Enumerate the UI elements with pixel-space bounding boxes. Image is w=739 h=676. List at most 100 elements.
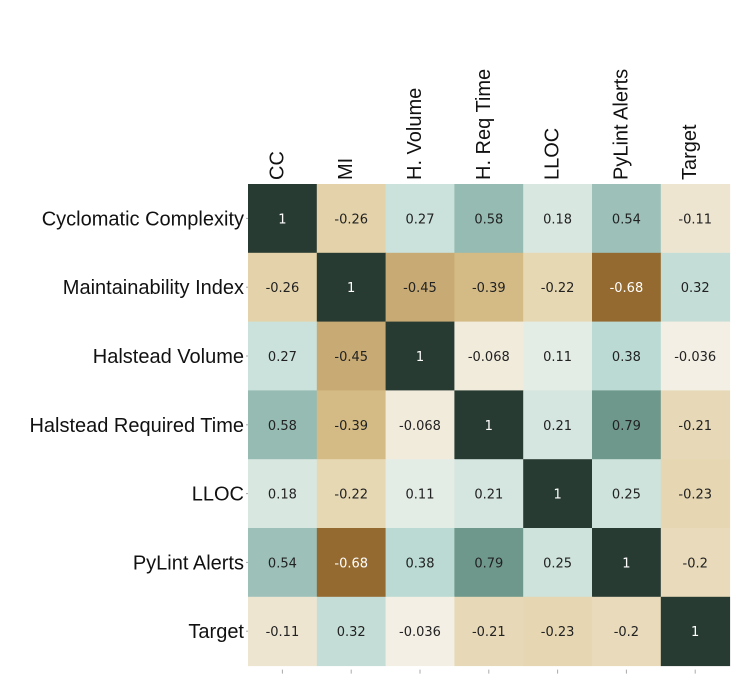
cell-value-label: -0.036 [674, 350, 716, 365]
cell-value-label: 0.32 [681, 281, 710, 296]
heatmap-cell [523, 184, 593, 254]
cell-value-label: 0.21 [474, 488, 503, 503]
heatmap-cell [454, 252, 524, 323]
cell-value-label: 1 [622, 556, 630, 571]
heatmap-cell [385, 459, 455, 529]
cell-value-label: 0.79 [612, 419, 641, 434]
cell-value-label: -0.39 [334, 419, 368, 434]
column-labels: CC MI H. Volume H. Req Time LLOC PyLint Alert… [266, 69, 701, 180]
cell-value-label: -0.39 [472, 281, 506, 296]
row-label: Cyclomatic Complexity [42, 208, 244, 230]
heatmap-cell [316, 390, 387, 460]
cell-value-label: 0.18 [268, 488, 297, 503]
heatmap-cell [523, 596, 593, 667]
column-label: CC [266, 151, 288, 180]
heatmap-cell [660, 390, 731, 460]
cell-value-label: 1 [278, 212, 286, 227]
cell-value-label: -0.22 [334, 488, 368, 503]
heatmap-cell [592, 390, 662, 460]
heatmap-cell [385, 596, 455, 667]
cell-value-label: -0.22 [541, 281, 575, 296]
cell-value-label: -0.11 [266, 625, 300, 640]
heatmap-cell [385, 184, 455, 254]
row-label: Halstead Volume [93, 346, 244, 368]
cell-value-label: 0.38 [612, 350, 641, 365]
heatmap-cell [316, 321, 387, 391]
cell-value-label: 0.32 [337, 625, 366, 640]
heatmap-cell [660, 528, 731, 598]
heatmap-cell [454, 321, 524, 391]
cell-value-label: 1 [691, 625, 699, 640]
heatmap-cell [248, 459, 318, 529]
cell-value-label: 0.21 [543, 419, 572, 434]
column-label: LLOC [542, 128, 564, 180]
column-label: H. Volume [404, 88, 426, 180]
cell-value-label: -0.26 [334, 212, 368, 227]
heatmap-cell [523, 390, 593, 460]
cell-value-label: 1 [416, 350, 424, 365]
cell-value-label: 1 [553, 488, 561, 503]
cell-value-label: -0.23 [678, 488, 712, 503]
row-label: Maintainability Index [63, 277, 244, 299]
cell-value-label: 0.54 [612, 212, 641, 227]
cell-value-label: 1 [347, 281, 355, 296]
row-label: Target [188, 621, 244, 643]
cell-value-label: -0.68 [610, 281, 644, 296]
cell-value-label: 1 [485, 419, 493, 434]
column-label: H. Req Time [473, 69, 495, 180]
heatmap-cell [248, 252, 318, 323]
cell-value-label: -0.2 [683, 556, 708, 571]
cell-value-label: 0.11 [543, 350, 572, 365]
column-label: Target [679, 124, 701, 180]
row-label: Halstead Required Time [29, 415, 244, 437]
row-label: PyLint Alerts [133, 552, 244, 574]
cell-value-label: 0.18 [543, 212, 572, 227]
cell-value-label: -0.21 [678, 419, 712, 434]
heatmap-cell [248, 596, 318, 667]
heatmap-cell [454, 184, 524, 254]
heatmap-cell [454, 596, 524, 667]
heatmap-cell [523, 321, 593, 391]
heatmap-cell [523, 459, 593, 529]
cell-value-label: 0.27 [268, 350, 297, 365]
heatmap-cell [385, 528, 455, 598]
cell-value-label: -0.45 [334, 350, 368, 365]
heatmap-cell [385, 321, 455, 391]
row-label: LLOC [192, 484, 244, 506]
cell-value-label: 0.58 [268, 419, 297, 434]
heatmap-cell [592, 459, 662, 529]
heatmap-cell [592, 321, 662, 391]
row-labels: Cyclomatic Complexity Maintainability Ind… [29, 208, 244, 643]
cell-value-label: 0.27 [406, 212, 435, 227]
heatmap-cell [316, 528, 387, 598]
heatmap-cell [316, 252, 387, 323]
cell-value-label: 0.25 [543, 556, 572, 571]
cell-value-label: 0.11 [406, 488, 435, 503]
heatmap-cell [592, 528, 662, 598]
heatmap-cell [660, 252, 731, 323]
column-label: PyLint Alerts [610, 69, 632, 180]
heatmap-cell [523, 252, 593, 323]
cell-value-label: -0.26 [266, 281, 300, 296]
heatmap-cell [454, 390, 524, 460]
cell-value-label: -0.068 [399, 419, 441, 434]
heatmap-cell [454, 528, 524, 598]
heatmap-cell [660, 596, 731, 667]
cell-value-label: -0.2 [614, 625, 639, 640]
axis-ticks [246, 217, 696, 674]
heatmap-cell [592, 252, 662, 323]
heatmap-cell [316, 596, 387, 667]
cell-value-label: -0.036 [399, 625, 441, 640]
cell-value-label: -0.23 [541, 625, 575, 640]
cell-value-label: 0.54 [268, 556, 297, 571]
cell-value-label: -0.11 [678, 212, 712, 227]
heatmap-cells: 1 -0.26 0.27 0.58 0.18 0.54 -0.11 -0.26 1 -0.45 -0… [248, 184, 731, 667]
cell-value-label: -0.68 [334, 556, 368, 571]
column-label: MI [335, 158, 357, 180]
heatmap-cell [248, 321, 318, 391]
heatmap-cell [248, 390, 318, 460]
heatmap-cell [660, 321, 731, 391]
heatmap-cell [316, 459, 387, 529]
cell-value-label: 0.38 [406, 556, 435, 571]
